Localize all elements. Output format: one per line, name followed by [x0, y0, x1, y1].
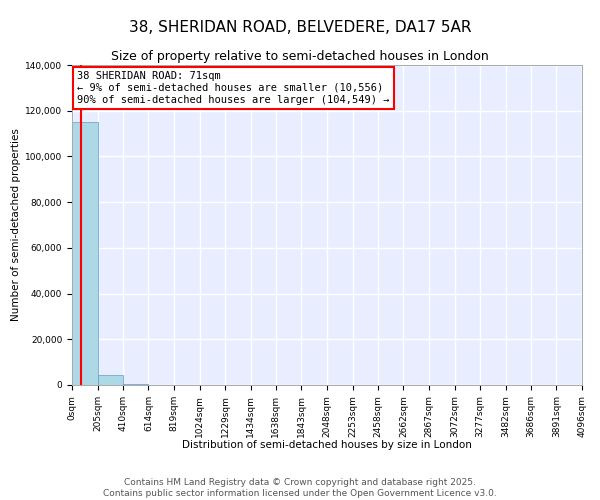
X-axis label: Distribution of semi-detached houses by size in London: Distribution of semi-detached houses by …: [182, 440, 472, 450]
Y-axis label: Number of semi-detached properties: Number of semi-detached properties: [11, 128, 21, 322]
Text: 38 SHERIDAN ROAD: 71sqm
← 9% of semi-detached houses are smaller (10,556)
90% of: 38 SHERIDAN ROAD: 71sqm ← 9% of semi-det…: [77, 72, 389, 104]
Text: Size of property relative to semi-detached houses in London: Size of property relative to semi-detach…: [111, 50, 489, 63]
Bar: [72, 122, 98, 385]
Bar: [98, 374, 123, 385]
Text: Contains HM Land Registry data © Crown copyright and database right 2025.
Contai: Contains HM Land Registry data © Crown c…: [103, 478, 497, 498]
Bar: [123, 384, 148, 385]
Text: 38, SHERIDAN ROAD, BELVEDERE, DA17 5AR: 38, SHERIDAN ROAD, BELVEDERE, DA17 5AR: [129, 20, 471, 35]
